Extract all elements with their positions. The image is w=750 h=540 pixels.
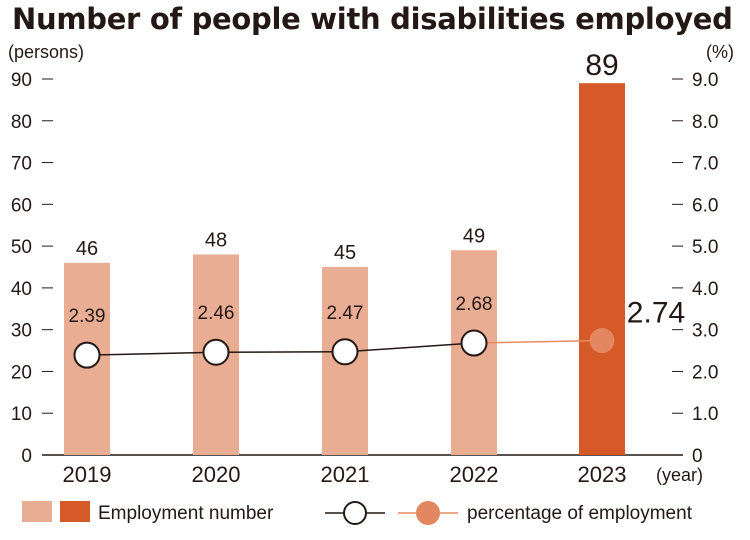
- right-axis-unit: (%): [706, 42, 734, 62]
- bar-2023: [579, 83, 625, 455]
- x-tick-label: 2019: [63, 462, 112, 487]
- pct-value-label: 2.47: [327, 303, 364, 324]
- x-tick-label: 2022: [450, 462, 499, 487]
- pct-value-label: 2.39: [69, 306, 106, 327]
- data-labels: 46 48 45 49 89 2.39 2.46 2.47 2.68 2.74: [69, 49, 686, 329]
- legend-marker-current: [416, 501, 440, 525]
- x-tick-label: 2021: [321, 462, 370, 487]
- line-segment: [344, 342, 475, 353]
- percentage-line: [73, 328, 615, 369]
- point-2019: [73, 341, 101, 369]
- right-tick-label: 0: [692, 446, 703, 467]
- right-tick-label: 4.0: [692, 279, 718, 300]
- bar-value-label: 89: [585, 49, 618, 82]
- right-tick-label: 7.0: [692, 154, 718, 175]
- pct-value-label: 2.68: [456, 294, 493, 315]
- line-segment: [86, 351, 217, 356]
- x-axis-unit: (year): [656, 465, 703, 485]
- x-tick-label: 2020: [192, 462, 241, 487]
- point-2023: [589, 328, 615, 354]
- left-axis-unit: (persons): [8, 42, 84, 62]
- right-tick-label: 9.0: [692, 70, 718, 91]
- right-tick-label: 3.0: [692, 321, 718, 342]
- bars: [64, 83, 625, 455]
- point-2020: [202, 338, 230, 366]
- bar-value-label: 46: [76, 238, 98, 260]
- x-tick-label: 2023: [578, 462, 627, 487]
- legend: Employment number percentage of employme…: [22, 501, 693, 525]
- left-tick-label: 30: [11, 321, 32, 342]
- right-tick-label: 1.0: [692, 404, 718, 425]
- right-tick-label: 8.0: [692, 112, 718, 133]
- chart-title: Number of people with disabilities emplo…: [12, 2, 733, 36]
- left-tick-label: 80: [11, 112, 32, 133]
- bar-value-label: 45: [334, 242, 356, 264]
- right-tick-label: 5.0: [692, 237, 718, 258]
- legend-label-employment-number: Employment number: [98, 503, 274, 524]
- left-tick-label: 40: [11, 279, 32, 300]
- legend-swatch-past-bar: [22, 501, 52, 522]
- right-tick-label: 2.0: [692, 362, 718, 383]
- right-tick-label: 6.0: [692, 195, 718, 216]
- line-segment: [473, 339, 603, 344]
- pct-value-label: 2.46: [198, 303, 235, 324]
- left-tick-label: 70: [11, 154, 32, 175]
- legend-marker-past: [343, 501, 367, 525]
- axes: 0 10 20 30 40 50 60 70 80 90 0 1.0 2.0 3.0 4.0 5.0 6.0 7.…: [11, 70, 719, 487]
- pct-value-label: 2.74: [627, 297, 685, 330]
- left-tick-label: 60: [11, 195, 32, 216]
- left-tick-label: 10: [11, 404, 32, 425]
- bar-value-label: 48: [205, 229, 227, 251]
- bar-value-label: 49: [463, 225, 485, 247]
- point-2022: [460, 329, 488, 357]
- legend-swatch-current-bar: [60, 501, 90, 522]
- left-tick-label: 90: [11, 70, 32, 91]
- left-tick-label: 50: [11, 237, 32, 258]
- left-tick-label: 20: [11, 362, 32, 383]
- legend-label-percentage: percentage of employment: [467, 503, 693, 524]
- point-2021: [331, 338, 359, 366]
- left-tick-label: 0: [21, 446, 32, 467]
